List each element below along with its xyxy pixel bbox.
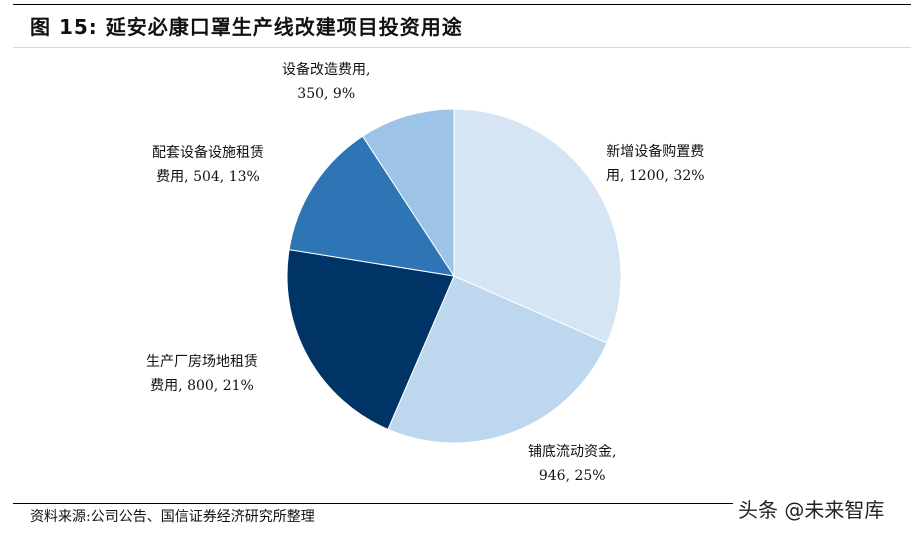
- label-working-capital: 铺底流动资金, 946, 25%: [528, 440, 616, 488]
- bottom-rule: [13, 503, 733, 504]
- chart-title: 图 15: 延安必康口罩生产线改建项目投资用途: [30, 15, 463, 39]
- pie-slice: [286, 249, 455, 431]
- pie-slice: [453, 108, 622, 344]
- label-line: 用, 1200, 32%: [606, 168, 705, 184]
- watermark: 头条 @未来智库: [738, 498, 885, 522]
- label-line: 铺底流动资金,: [528, 444, 617, 460]
- label-line: 配套设备设施租赁: [152, 145, 264, 161]
- label-line: 946, 25%: [538, 468, 606, 484]
- pie-slice: [288, 135, 456, 277]
- pie-slice: [361, 108, 455, 278]
- label-line: 新增设备购置费: [606, 144, 705, 160]
- label-new-equipment: 新增设备购置费 用, 1200, 32%: [606, 140, 705, 188]
- label-line: 350, 9%: [297, 86, 356, 102]
- label-equipment-upgrade: 设备改造费用, 350, 9%: [282, 58, 370, 106]
- label-facility-rent: 配套设备设施租赁 费用, 504, 13%: [152, 141, 264, 189]
- top-rule: [13, 4, 911, 5]
- label-plant-rent: 生产厂房场地租赁 费用, 800, 21%: [146, 350, 258, 398]
- label-line: 生产厂房场地租赁: [146, 354, 258, 370]
- label-line: 费用, 800, 21%: [150, 378, 254, 394]
- source-note: 资料来源:公司公告、国信证券经济研究所整理: [30, 509, 315, 525]
- pie-slice: [387, 275, 608, 444]
- title-rule: [13, 47, 911, 48]
- label-line: 费用, 504, 13%: [156, 169, 260, 185]
- label-line: 设备改造费用,: [282, 62, 371, 78]
